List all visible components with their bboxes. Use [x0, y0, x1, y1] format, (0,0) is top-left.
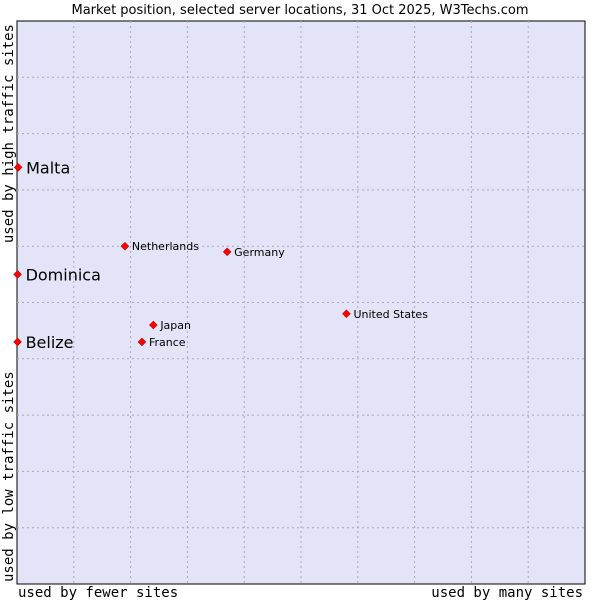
x-axis-label-right: used by many sites	[431, 585, 583, 600]
point-label-belize: Belize	[26, 333, 74, 352]
point-marker-belize	[13, 337, 22, 347]
point-label-netherlands: Netherlands	[132, 240, 199, 253]
point-label-united-states: United States	[353, 308, 428, 321]
point-marker-united-states	[342, 309, 351, 319]
x-axis-label-left: used by fewer sites	[18, 585, 178, 600]
point-label-malta: Malta	[26, 158, 70, 177]
point-marker-france	[137, 337, 147, 347]
point-germany: Germany	[222, 246, 285, 259]
point-marker-netherlands	[120, 241, 130, 251]
point-netherlands: Netherlands	[120, 240, 199, 253]
y-axis-label-top: used by high traffic sites	[1, 24, 17, 243]
point-belize: Belize	[13, 333, 74, 352]
point-united-states: United States	[342, 308, 428, 321]
point-label-japan: Japan	[159, 319, 191, 332]
point-marker-germany	[222, 247, 232, 257]
point-label-dominica: Dominica	[26, 265, 101, 284]
point-france: France	[137, 336, 186, 349]
data-points: Malta Dominica Belize Netherlands Germany Uni…	[13, 158, 428, 352]
point-label-germany: Germany	[234, 246, 285, 259]
point-malta: Malta	[13, 158, 70, 177]
grid-lines	[17, 21, 585, 584]
chart-title: Market position, selected server locatio…	[71, 3, 528, 18]
point-marker-japan	[148, 320, 158, 330]
point-label-france: France	[149, 336, 186, 349]
point-dominica: Dominica	[13, 265, 101, 284]
point-japan: Japan	[148, 319, 191, 332]
point-marker-dominica	[13, 269, 22, 279]
y-axis-label-bottom: used by low traffic sites	[1, 371, 17, 582]
point-marker-malta	[13, 163, 23, 172]
